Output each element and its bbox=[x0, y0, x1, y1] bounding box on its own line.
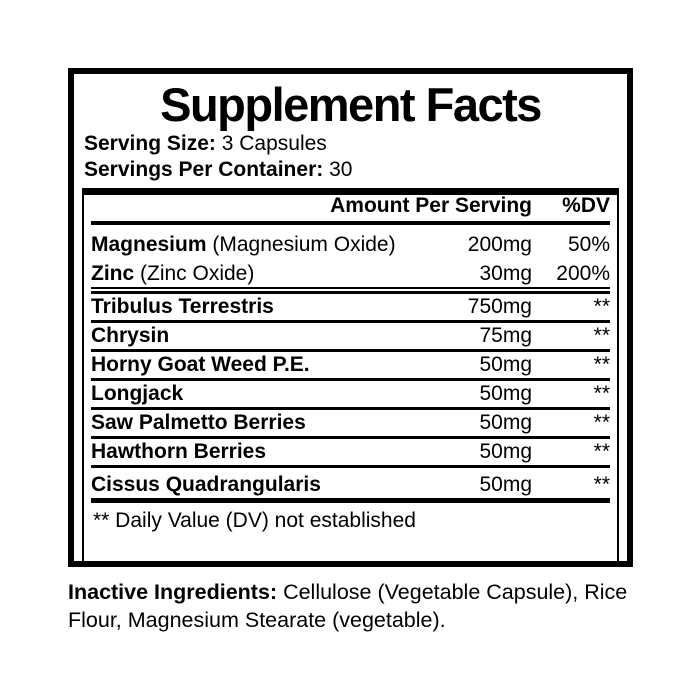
inactive-ingredients: Inactive Ingredients: Cellulose (Vegetab… bbox=[68, 578, 640, 634]
facts-table: Amount Per Serving %DV Magnesium (Magnes… bbox=[82, 187, 619, 561]
ingredient-name-cell: Horny Goat Weed P.E. bbox=[91, 353, 432, 377]
ingredient-detail: (Zinc Oxide) bbox=[134, 261, 255, 285]
servings-per-container-label: Servings Per Container: bbox=[84, 157, 324, 181]
table-row: Zinc (Zinc Oxide) 30mg 200% bbox=[91, 258, 610, 289]
inactive-ingredients-label: Inactive Ingredients: bbox=[68, 580, 278, 604]
header-percent-dv: %DV bbox=[562, 193, 610, 217]
ingredient-amount: 30mg bbox=[479, 261, 532, 285]
ingredient-name-cell: Chrysin bbox=[91, 324, 432, 348]
ingredient-name: Horny Goat Weed P.E. bbox=[91, 352, 310, 376]
ingredient-dv: ** bbox=[593, 439, 610, 463]
serving-size-label: Serving Size: bbox=[84, 131, 216, 155]
ingredient-dv: ** bbox=[593, 323, 610, 347]
table-row: Saw Palmetto Berries 50mg ** bbox=[91, 410, 610, 439]
ingredient-name: Hawthorn Berries bbox=[91, 439, 267, 463]
serving-size-value: 3 Capsules bbox=[215, 131, 327, 155]
ingredient-name: Cissus Quadrangularis bbox=[91, 472, 321, 496]
ingredient-amount: 50mg bbox=[479, 381, 532, 405]
table-row: Tribulus Terrestris 750mg ** bbox=[91, 294, 610, 323]
ingredient-name: Magnesium bbox=[91, 232, 207, 256]
ingredient-name: Tribulus Terrestris bbox=[91, 294, 274, 318]
inactive-ingredients-text: Cellulose (Vegetable Capsule), Rice Flou… bbox=[68, 580, 628, 632]
ingredient-amount: 750mg bbox=[467, 294, 532, 318]
ingredient-amount: 50mg bbox=[479, 410, 532, 434]
ingredient-name-cell: Saw Palmetto Berries bbox=[91, 411, 432, 435]
ingredient-dv: ** bbox=[593, 352, 610, 376]
ingredient-name-cell: Zinc (Zinc Oxide) bbox=[91, 262, 432, 286]
ingredient-dv: ** bbox=[593, 472, 610, 496]
table-row: Horny Goat Weed P.E. 50mg ** bbox=[91, 352, 610, 381]
ingredient-dv: 200% bbox=[556, 261, 610, 285]
ingredient-amount: 50mg bbox=[479, 352, 532, 376]
footnote-divider bbox=[91, 497, 610, 503]
ingredient-amount: 50mg bbox=[479, 439, 532, 463]
ingredient-name-cell: Tribulus Terrestris bbox=[91, 295, 432, 319]
ingredient-detail: (Magnesium Oxide) bbox=[206, 232, 396, 256]
supplement-facts-title: Supplement Facts bbox=[160, 78, 542, 131]
table-header-row: Amount Per Serving %DV bbox=[91, 195, 610, 225]
ingredient-dv: 50% bbox=[567, 232, 610, 256]
table-row: Chrysin 75mg ** bbox=[91, 323, 610, 352]
ingredient-name: Zinc bbox=[91, 261, 135, 285]
serving-size-line: Serving Size: 3 Capsules bbox=[80, 131, 621, 157]
ingredient-dv: ** bbox=[593, 381, 610, 405]
supplement-facts-panel: Supplement Facts Serving Size: 3 Capsule… bbox=[68, 68, 633, 567]
ingredient-amount: 200mg bbox=[467, 232, 532, 256]
table-row: Cissus Quadrangularis 50mg ** bbox=[91, 468, 610, 498]
ingredient-name-cell: Longjack bbox=[91, 382, 432, 406]
table-row: Magnesium (Magnesium Oxide) 200mg 50% bbox=[91, 225, 610, 258]
dv-footnote: ** Daily Value (DV) not established bbox=[93, 508, 416, 532]
ingredient-amount: 50mg bbox=[479, 472, 532, 496]
ingredient-name: Longjack bbox=[91, 381, 184, 405]
header-amount-per-serving: Amount Per Serving bbox=[330, 193, 532, 217]
ingredient-dv: ** bbox=[593, 410, 610, 434]
table-row: Longjack 50mg ** bbox=[91, 381, 610, 410]
section-divider bbox=[91, 290, 610, 294]
ingredient-name: Saw Palmetto Berries bbox=[91, 410, 306, 434]
ingredient-name: Chrysin bbox=[91, 323, 170, 347]
ingredient-name-cell: Magnesium (Magnesium Oxide) bbox=[91, 233, 432, 257]
ingredient-name-cell: Hawthorn Berries bbox=[91, 440, 432, 464]
servings-per-container-line: Servings Per Container: 30 bbox=[80, 157, 621, 183]
ingredient-dv: ** bbox=[593, 294, 610, 318]
ingredient-name-cell: Cissus Quadrangularis bbox=[91, 473, 432, 497]
ingredient-amount: 75mg bbox=[479, 323, 532, 347]
table-row: Hawthorn Berries 50mg ** bbox=[91, 439, 610, 468]
servings-per-container-value: 30 bbox=[323, 157, 353, 181]
